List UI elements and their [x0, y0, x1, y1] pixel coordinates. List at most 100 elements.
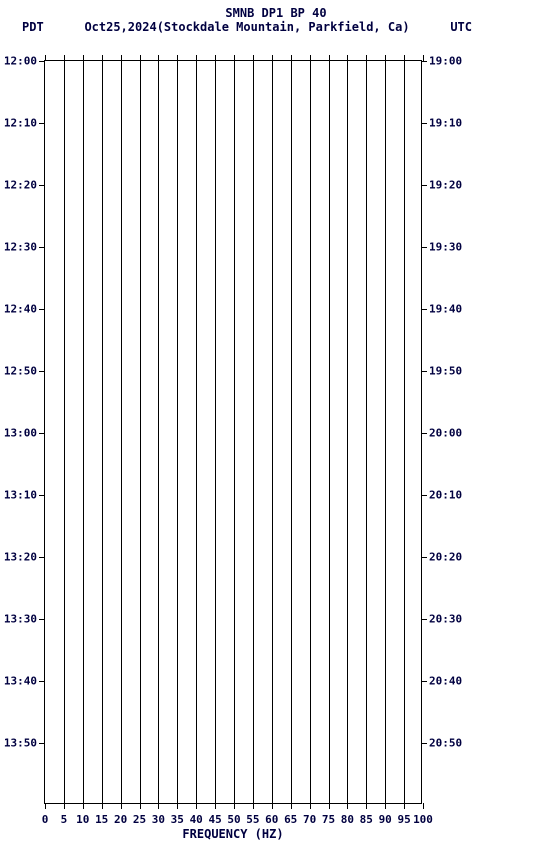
y-tick-left — [39, 557, 45, 558]
y-tick-label-left: 12:30 — [4, 241, 37, 254]
gridline-vertical — [404, 61, 405, 803]
x-tick — [177, 803, 178, 809]
x-tick-label: 45 — [208, 813, 221, 826]
y-tick-label-left: 12:40 — [4, 303, 37, 316]
plot-area: 0510152025303540455055606570758085909510… — [44, 60, 422, 804]
x-tick-top — [347, 55, 348, 61]
x-tick-label: 25 — [133, 813, 146, 826]
x-tick-label: 60 — [265, 813, 278, 826]
gridline-vertical — [347, 61, 348, 803]
y-tick-label-left: 13:50 — [4, 737, 37, 750]
x-tick-top — [366, 55, 367, 61]
x-tick — [310, 803, 311, 809]
y-tick-label-right: 19:30 — [429, 241, 462, 254]
x-tick-top — [310, 55, 311, 61]
x-tick-label: 40 — [190, 813, 203, 826]
y-tick-label-left: 12:10 — [4, 117, 37, 130]
x-tick-top — [272, 55, 273, 61]
x-tick-top — [329, 55, 330, 61]
y-tick-right — [421, 61, 427, 62]
y-tick-right — [421, 247, 427, 248]
x-tick-label: 0 — [42, 813, 49, 826]
x-tick-label: 15 — [95, 813, 108, 826]
tz-right: UTC — [450, 20, 472, 34]
gridline-vertical — [177, 61, 178, 803]
y-tick-label-left: 12:00 — [4, 55, 37, 68]
gridline-vertical — [140, 61, 141, 803]
y-tick-right — [421, 557, 427, 558]
y-tick-left — [39, 619, 45, 620]
y-tick-left — [39, 123, 45, 124]
y-tick-right — [421, 495, 427, 496]
gridline-vertical — [196, 61, 197, 803]
x-tick-label: 90 — [379, 813, 392, 826]
x-tick-top — [404, 55, 405, 61]
y-tick-label-left: 13:20 — [4, 551, 37, 564]
x-tick — [140, 803, 141, 809]
x-tick — [347, 803, 348, 809]
gridline-vertical — [215, 61, 216, 803]
gridline-vertical — [158, 61, 159, 803]
x-tick-label: 75 — [322, 813, 335, 826]
x-tick — [64, 803, 65, 809]
x-tick — [291, 803, 292, 809]
x-tick-label: 80 — [341, 813, 354, 826]
gridline-vertical — [272, 61, 273, 803]
y-tick-label-right: 19:50 — [429, 365, 462, 378]
y-tick-right — [421, 743, 427, 744]
x-tick-label: 50 — [227, 813, 240, 826]
y-tick-label-left: 13:10 — [4, 489, 37, 502]
x-tick-label: 85 — [360, 813, 373, 826]
x-tick — [366, 803, 367, 809]
gridline-vertical — [385, 61, 386, 803]
gridline-vertical — [253, 61, 254, 803]
y-tick-label-right: 20:40 — [429, 675, 462, 688]
x-tick — [329, 803, 330, 809]
x-axis-label: FREQUENCY (HZ) — [182, 827, 283, 841]
y-tick-label-left: 12:20 — [4, 179, 37, 192]
gridline-vertical — [329, 61, 330, 803]
x-tick-top — [45, 55, 46, 61]
chart-title: SMNB DP1 BP 40 — [0, 6, 552, 20]
y-tick-left — [39, 433, 45, 434]
x-tick-top — [102, 55, 103, 61]
x-tick-label: 5 — [61, 813, 68, 826]
y-tick-label-left: 12:50 — [4, 365, 37, 378]
x-tick — [215, 803, 216, 809]
y-tick-left — [39, 681, 45, 682]
x-tick-label: 10 — [76, 813, 89, 826]
y-tick-right — [421, 681, 427, 682]
y-tick-left — [39, 371, 45, 372]
gridline-vertical — [64, 61, 65, 803]
x-tick-top — [385, 55, 386, 61]
y-tick-label-right: 20:20 — [429, 551, 462, 564]
y-tick-right — [421, 185, 427, 186]
subtitle-center: Oct25,2024(Stockdale Mountain, Parkfield… — [84, 20, 409, 34]
subtitle-row: PDT Oct25,2024(Stockdale Mountain, Parkf… — [0, 20, 552, 34]
chart-container: SMNB DP1 BP 40 PDT Oct25,2024(Stockdale … — [0, 0, 552, 864]
y-tick-right — [421, 371, 427, 372]
y-tick-label-right: 20:00 — [429, 427, 462, 440]
y-tick-left — [39, 185, 45, 186]
y-tick-left — [39, 495, 45, 496]
x-tick-label: 35 — [171, 813, 184, 826]
x-tick-label: 70 — [303, 813, 316, 826]
x-tick-top — [196, 55, 197, 61]
y-tick-left — [39, 247, 45, 248]
x-tick-top — [177, 55, 178, 61]
x-tick-label: 20 — [114, 813, 127, 826]
x-tick — [253, 803, 254, 809]
y-tick-label-right: 19:20 — [429, 179, 462, 192]
x-tick-top — [253, 55, 254, 61]
x-tick — [404, 803, 405, 809]
title-block: SMNB DP1 BP 40 PDT Oct25,2024(Stockdale … — [0, 6, 552, 34]
y-tick-right — [421, 433, 427, 434]
x-tick-label: 55 — [246, 813, 259, 826]
x-tick — [83, 803, 84, 809]
y-tick-left — [39, 309, 45, 310]
x-tick — [423, 803, 424, 809]
x-tick-label: 65 — [284, 813, 297, 826]
y-tick-label-left: 13:30 — [4, 613, 37, 626]
x-tick — [102, 803, 103, 809]
x-tick — [45, 803, 46, 809]
